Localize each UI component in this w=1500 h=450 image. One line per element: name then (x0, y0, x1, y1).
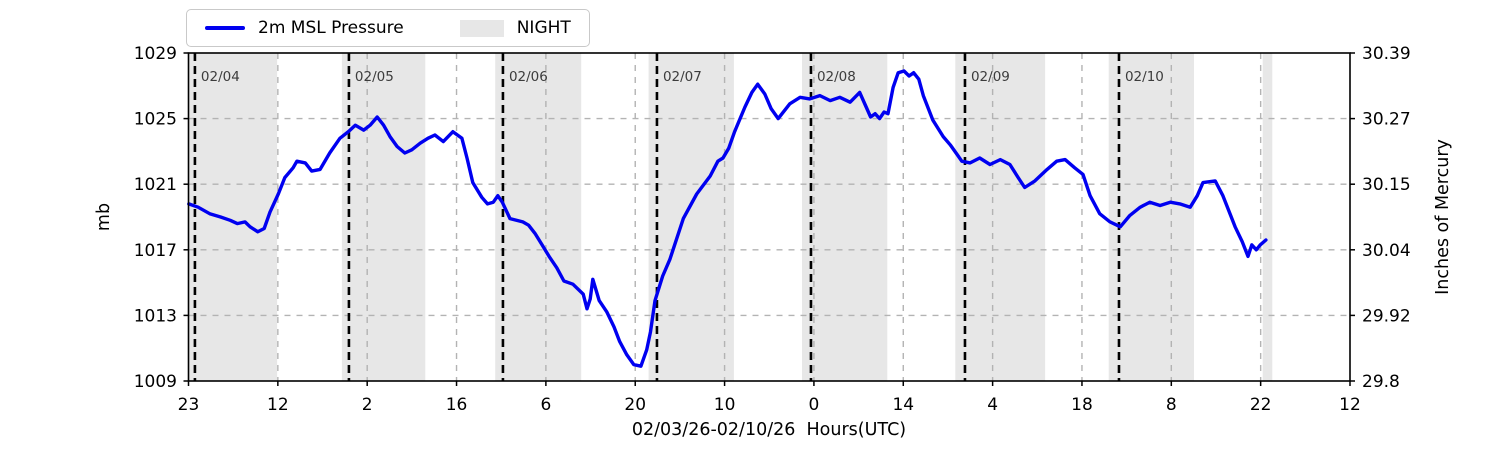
day-label: 02/05 (355, 69, 394, 85)
x-tick-label: 14 (892, 395, 914, 415)
y-axis-label-left: mb (94, 202, 114, 232)
night-band (1108, 53, 1194, 381)
night-band (188, 53, 278, 381)
legend-label-night: NIGHT (516, 18, 571, 38)
y-axis-label-right: Inches of Mercury (1433, 139, 1453, 295)
chart-legend: 2m MSL Pressure NIGHT (186, 9, 590, 47)
day-label: 02/04 (201, 69, 240, 85)
legend-patch-swatch (459, 19, 504, 37)
pressure-line (187, 69, 1268, 368)
y-tick-label-right: 29.92 (1362, 306, 1411, 326)
x-tick-label: 22 (1250, 395, 1272, 415)
x-tick-label: 23 (178, 395, 200, 415)
x-tick-label: 16 (446, 395, 468, 415)
plot-border (187, 52, 1351, 382)
x-tick-label: 4 (987, 395, 998, 415)
day-label: 02/06 (509, 69, 548, 85)
y-tick-label-right: 30.04 (1362, 241, 1411, 261)
y-tick-label-left: 1013 (134, 306, 177, 326)
x-tick-label: 8 (1166, 395, 1177, 415)
night-band (955, 53, 1046, 381)
x-tick-label: 10 (714, 395, 736, 415)
night-band (802, 53, 888, 381)
x-tick-label: 0 (809, 395, 820, 415)
y-tick-label-right: 30.15 (1362, 175, 1411, 195)
x-tick-label: 18 (1071, 395, 1093, 415)
day-label: 02/10 (1125, 69, 1164, 85)
x-tick-label: 20 (624, 395, 646, 415)
x-tick-label: 12 (1339, 395, 1361, 415)
y-tick-label-left: 1017 (134, 241, 177, 261)
legend-label-pressure: 2m MSL Pressure (258, 18, 404, 38)
day-label: 02/09 (971, 69, 1010, 85)
night-band (1262, 53, 1273, 381)
legend-item-pressure: 2m MSL Pressure (205, 18, 404, 38)
y-tick-label-left: 1021 (134, 175, 177, 195)
y-tick-label-left: 1009 (134, 372, 177, 392)
x-tick-label: 2 (362, 395, 373, 415)
legend-item-night: NIGHT (459, 18, 571, 38)
y-tick-label-left: 1029 (134, 44, 177, 64)
y-tick-label-right: 29.8 (1362, 372, 1400, 392)
day-label: 02/07 (663, 69, 702, 85)
legend-line-swatch (205, 26, 245, 30)
y-tick-label-right: 30.27 (1362, 110, 1411, 130)
night-band (648, 53, 734, 381)
day-label: 02/08 (817, 69, 856, 85)
y-tick-label-right: 30.39 (1362, 44, 1411, 64)
x-tick-label: 6 (540, 395, 551, 415)
x-axis-label: 02/03/26-02/10/26 Hours(UTC) (631, 420, 907, 440)
x-tick-label: 12 (267, 395, 289, 415)
night-band (341, 53, 426, 381)
y-tick-label-left: 1025 (134, 110, 177, 130)
